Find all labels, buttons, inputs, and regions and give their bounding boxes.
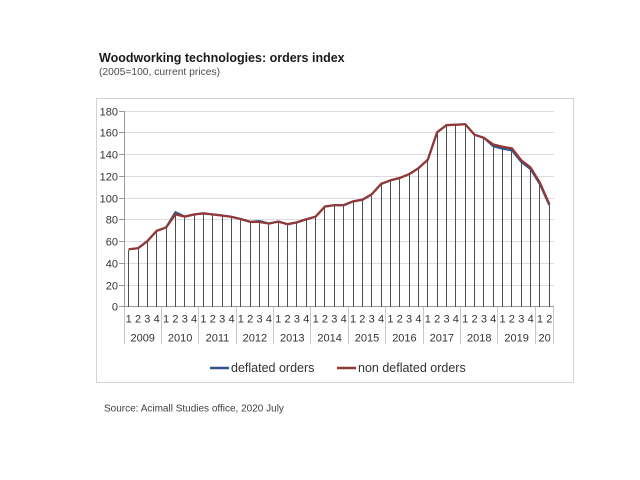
svg-text:1: 1 [350,314,356,326]
svg-text:4: 4 [341,314,347,326]
svg-text:3: 3 [219,314,225,326]
svg-text:2: 2 [471,314,477,326]
svg-text:2: 2 [210,314,216,326]
svg-text:(2005=100, current prices): (2005=100, current prices) [99,67,220,78]
svg-text:deflated orders: deflated orders [231,361,314,375]
svg-text:2016: 2016 [392,333,416,345]
svg-text:1: 1 [313,314,319,326]
svg-text:2: 2 [285,314,291,326]
svg-text:2: 2 [434,314,440,326]
svg-text:3: 3 [331,314,337,326]
svg-text:4: 4 [266,314,272,326]
svg-text:1: 1 [126,314,132,326]
svg-text:non deflated orders: non deflated orders [358,361,466,375]
svg-text:20: 20 [539,333,551,345]
svg-text:40: 40 [106,258,118,270]
svg-text:3: 3 [256,314,262,326]
svg-text:3: 3 [182,314,188,326]
svg-text:4: 4 [191,314,197,326]
svg-text:3: 3 [481,314,487,326]
svg-text:180: 180 [100,106,118,118]
svg-text:Woodworking technologies: orde: Woodworking technologies: orders index [99,51,345,65]
svg-text:4: 4 [378,314,384,326]
svg-text:3: 3 [294,314,300,326]
svg-text:1: 1 [238,314,244,326]
svg-text:3: 3 [144,314,150,326]
svg-text:20: 20 [106,280,118,292]
svg-text:1: 1 [200,314,206,326]
svg-text:2: 2 [509,314,515,326]
svg-text:Source: Acimall Studies office: Source: Acimall Studies office, 2020 Jul… [104,404,284,415]
svg-text:1: 1 [462,314,468,326]
svg-text:3: 3 [518,314,524,326]
svg-text:2013: 2013 [280,333,304,345]
svg-text:1: 1 [275,314,281,326]
svg-text:2010: 2010 [168,333,192,345]
svg-text:120: 120 [100,171,118,183]
svg-text:2017: 2017 [430,333,454,345]
svg-text:2011: 2011 [206,333,230,345]
svg-text:60: 60 [106,236,118,248]
svg-text:2019: 2019 [504,333,528,345]
svg-text:0: 0 [112,301,118,313]
svg-text:1: 1 [163,314,169,326]
svg-text:4: 4 [154,314,160,326]
svg-text:2018: 2018 [467,333,491,345]
svg-text:2009: 2009 [130,333,154,345]
svg-text:140: 140 [100,149,118,161]
svg-text:2: 2 [135,314,141,326]
svg-text:4: 4 [528,314,534,326]
svg-text:2: 2 [546,314,552,326]
svg-text:4: 4 [453,314,459,326]
svg-text:1: 1 [537,314,543,326]
svg-text:4: 4 [415,314,421,326]
svg-text:1: 1 [387,314,393,326]
svg-text:4: 4 [490,314,496,326]
svg-text:1: 1 [500,314,506,326]
svg-text:2012: 2012 [243,333,267,345]
svg-text:160: 160 [100,127,118,139]
svg-text:80: 80 [106,214,118,226]
svg-text:4: 4 [228,314,234,326]
svg-text:4: 4 [303,314,309,326]
svg-text:2: 2 [247,314,253,326]
svg-text:2: 2 [359,314,365,326]
svg-text:2015: 2015 [355,333,379,345]
svg-text:2: 2 [397,314,403,326]
svg-text:2014: 2014 [317,333,341,345]
svg-text:3: 3 [406,314,412,326]
svg-text:1: 1 [425,314,431,326]
svg-text:2: 2 [322,314,328,326]
svg-text:100: 100 [100,193,118,205]
svg-text:2: 2 [172,314,178,326]
svg-text:3: 3 [369,314,375,326]
svg-text:3: 3 [443,314,449,326]
